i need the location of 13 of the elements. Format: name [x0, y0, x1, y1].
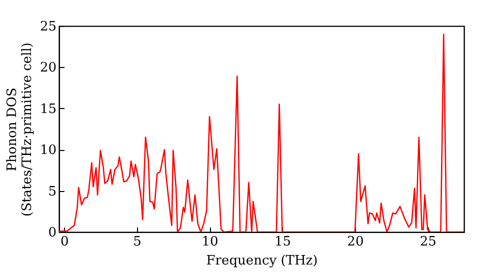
- x-tick-label: 20: [347, 234, 364, 250]
- y-tick-label: 15: [40, 102, 56, 117]
- x-tick-label: 5: [133, 234, 142, 250]
- y-axis-title: Phonon DOS (States/THz·primitive cell): [4, 42, 35, 217]
- y-tick-label: 20: [40, 60, 56, 76]
- x-axis-title: Frequency (THz): [206, 254, 318, 268]
- y-tick-label: 5: [48, 184, 56, 200]
- x-tick-label: 25: [420, 234, 436, 250]
- x-tick-label: 0: [60, 234, 69, 250]
- y-tick-label: 25: [40, 20, 56, 34]
- y-tick-label: 10: [40, 143, 56, 158]
- x-tick-label: 10: [202, 234, 218, 250]
- x-tick-label: 15: [274, 234, 291, 250]
